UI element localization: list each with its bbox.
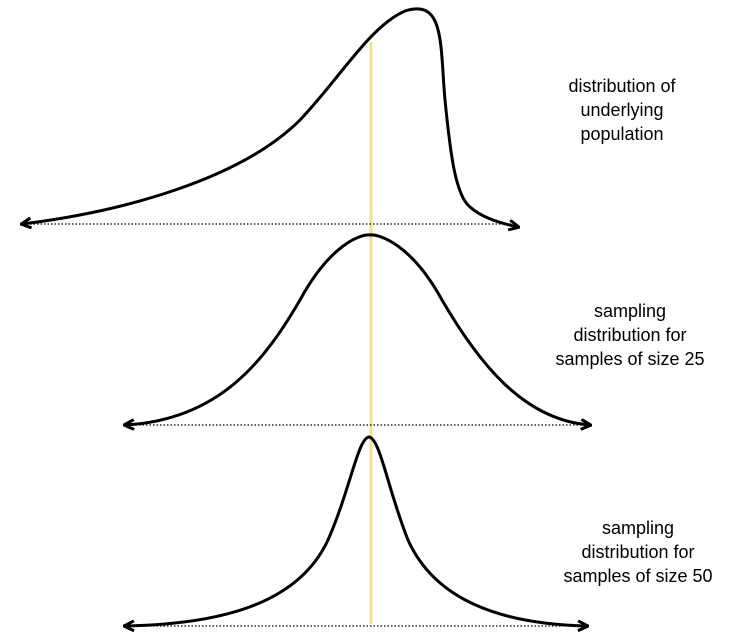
size50-label-line-3: samples of size 50 [563,566,713,586]
size50-label-line-1: sampling [601,518,675,538]
population-label-line-1: distribution of [568,76,676,96]
size25-curve [125,233,590,425]
population-label: distribution of underlying population [532,74,712,146]
population-label-line-2: underlying [580,100,664,120]
population-curve [22,7,518,227]
size50-label: sampling distribution for samples of siz… [548,516,728,588]
size50-label-line-2: distribution for [581,542,695,562]
size25-label-line-3: samples of size 25 [555,349,705,369]
size25-label-line-1: sampling [593,301,667,321]
population-label-line-3: population [580,124,664,144]
size25-label: sampling distribution for samples of siz… [540,299,720,371]
size25-label-line-2: distribution for [573,325,687,345]
size50-curve [125,435,587,626]
